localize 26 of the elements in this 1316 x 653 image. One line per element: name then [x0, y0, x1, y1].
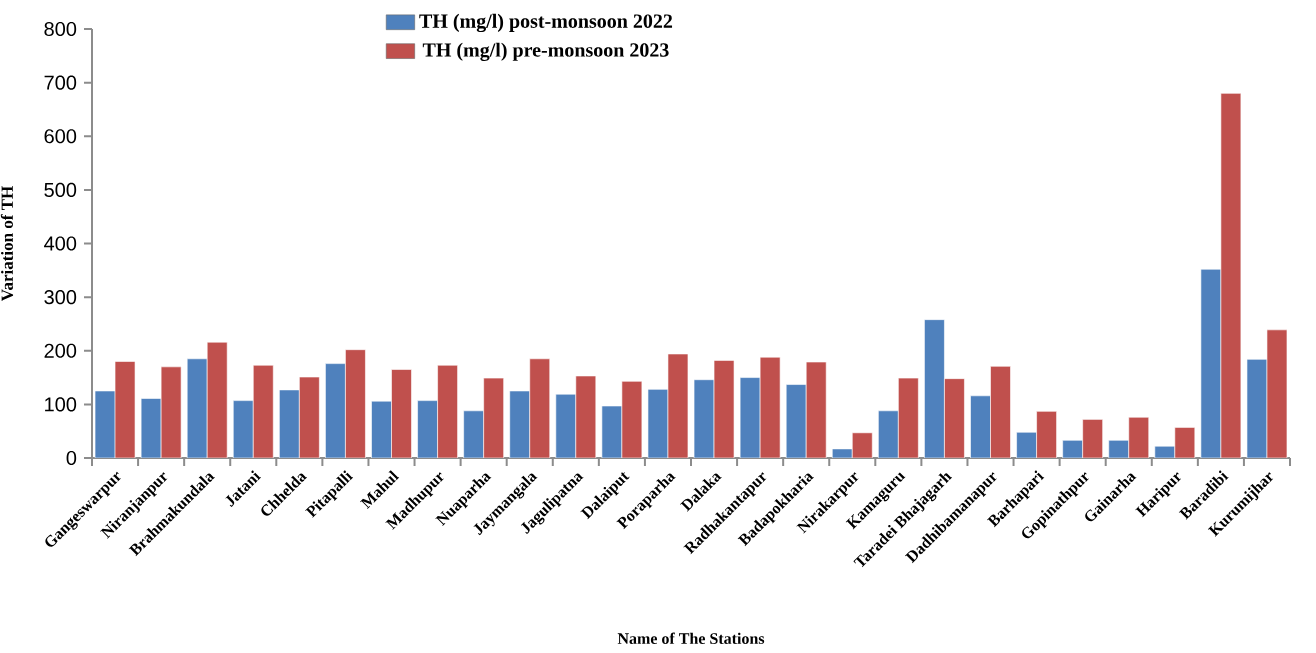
bar — [279, 389, 300, 458]
y-tick-label: 400 — [44, 236, 77, 251]
bar — [970, 395, 991, 458]
y-axis-title: Variation of TH — [0, 186, 14, 302]
bar — [371, 400, 392, 458]
legend-label: TH (mg/l) post-monsoon 2022 — [419, 13, 673, 33]
bar — [924, 319, 945, 458]
y-tick-label: 500 — [44, 182, 77, 197]
x-axis-title: Name of The Stations — [617, 632, 765, 644]
y-tick-label: 700 — [44, 75, 77, 90]
y-tick-label: 100 — [45, 397, 77, 412]
bar — [509, 390, 531, 458]
bar — [878, 410, 899, 458]
bar — [555, 393, 577, 458]
y-tick-label: 0 — [66, 450, 77, 466]
legend-label: TH (mg/l) pre-monsoon 2023 — [422, 42, 669, 61]
y-tick-label: 200 — [44, 343, 77, 358]
bar — [186, 358, 208, 458]
bar — [417, 400, 438, 458]
bar — [232, 400, 254, 458]
y-tick-label: 600 — [44, 129, 77, 144]
bar — [785, 384, 807, 458]
bar — [325, 363, 346, 458]
bar — [463, 410, 484, 458]
y-tick-label: 300 — [44, 290, 77, 305]
y-tick-label: 800 — [44, 21, 77, 37]
